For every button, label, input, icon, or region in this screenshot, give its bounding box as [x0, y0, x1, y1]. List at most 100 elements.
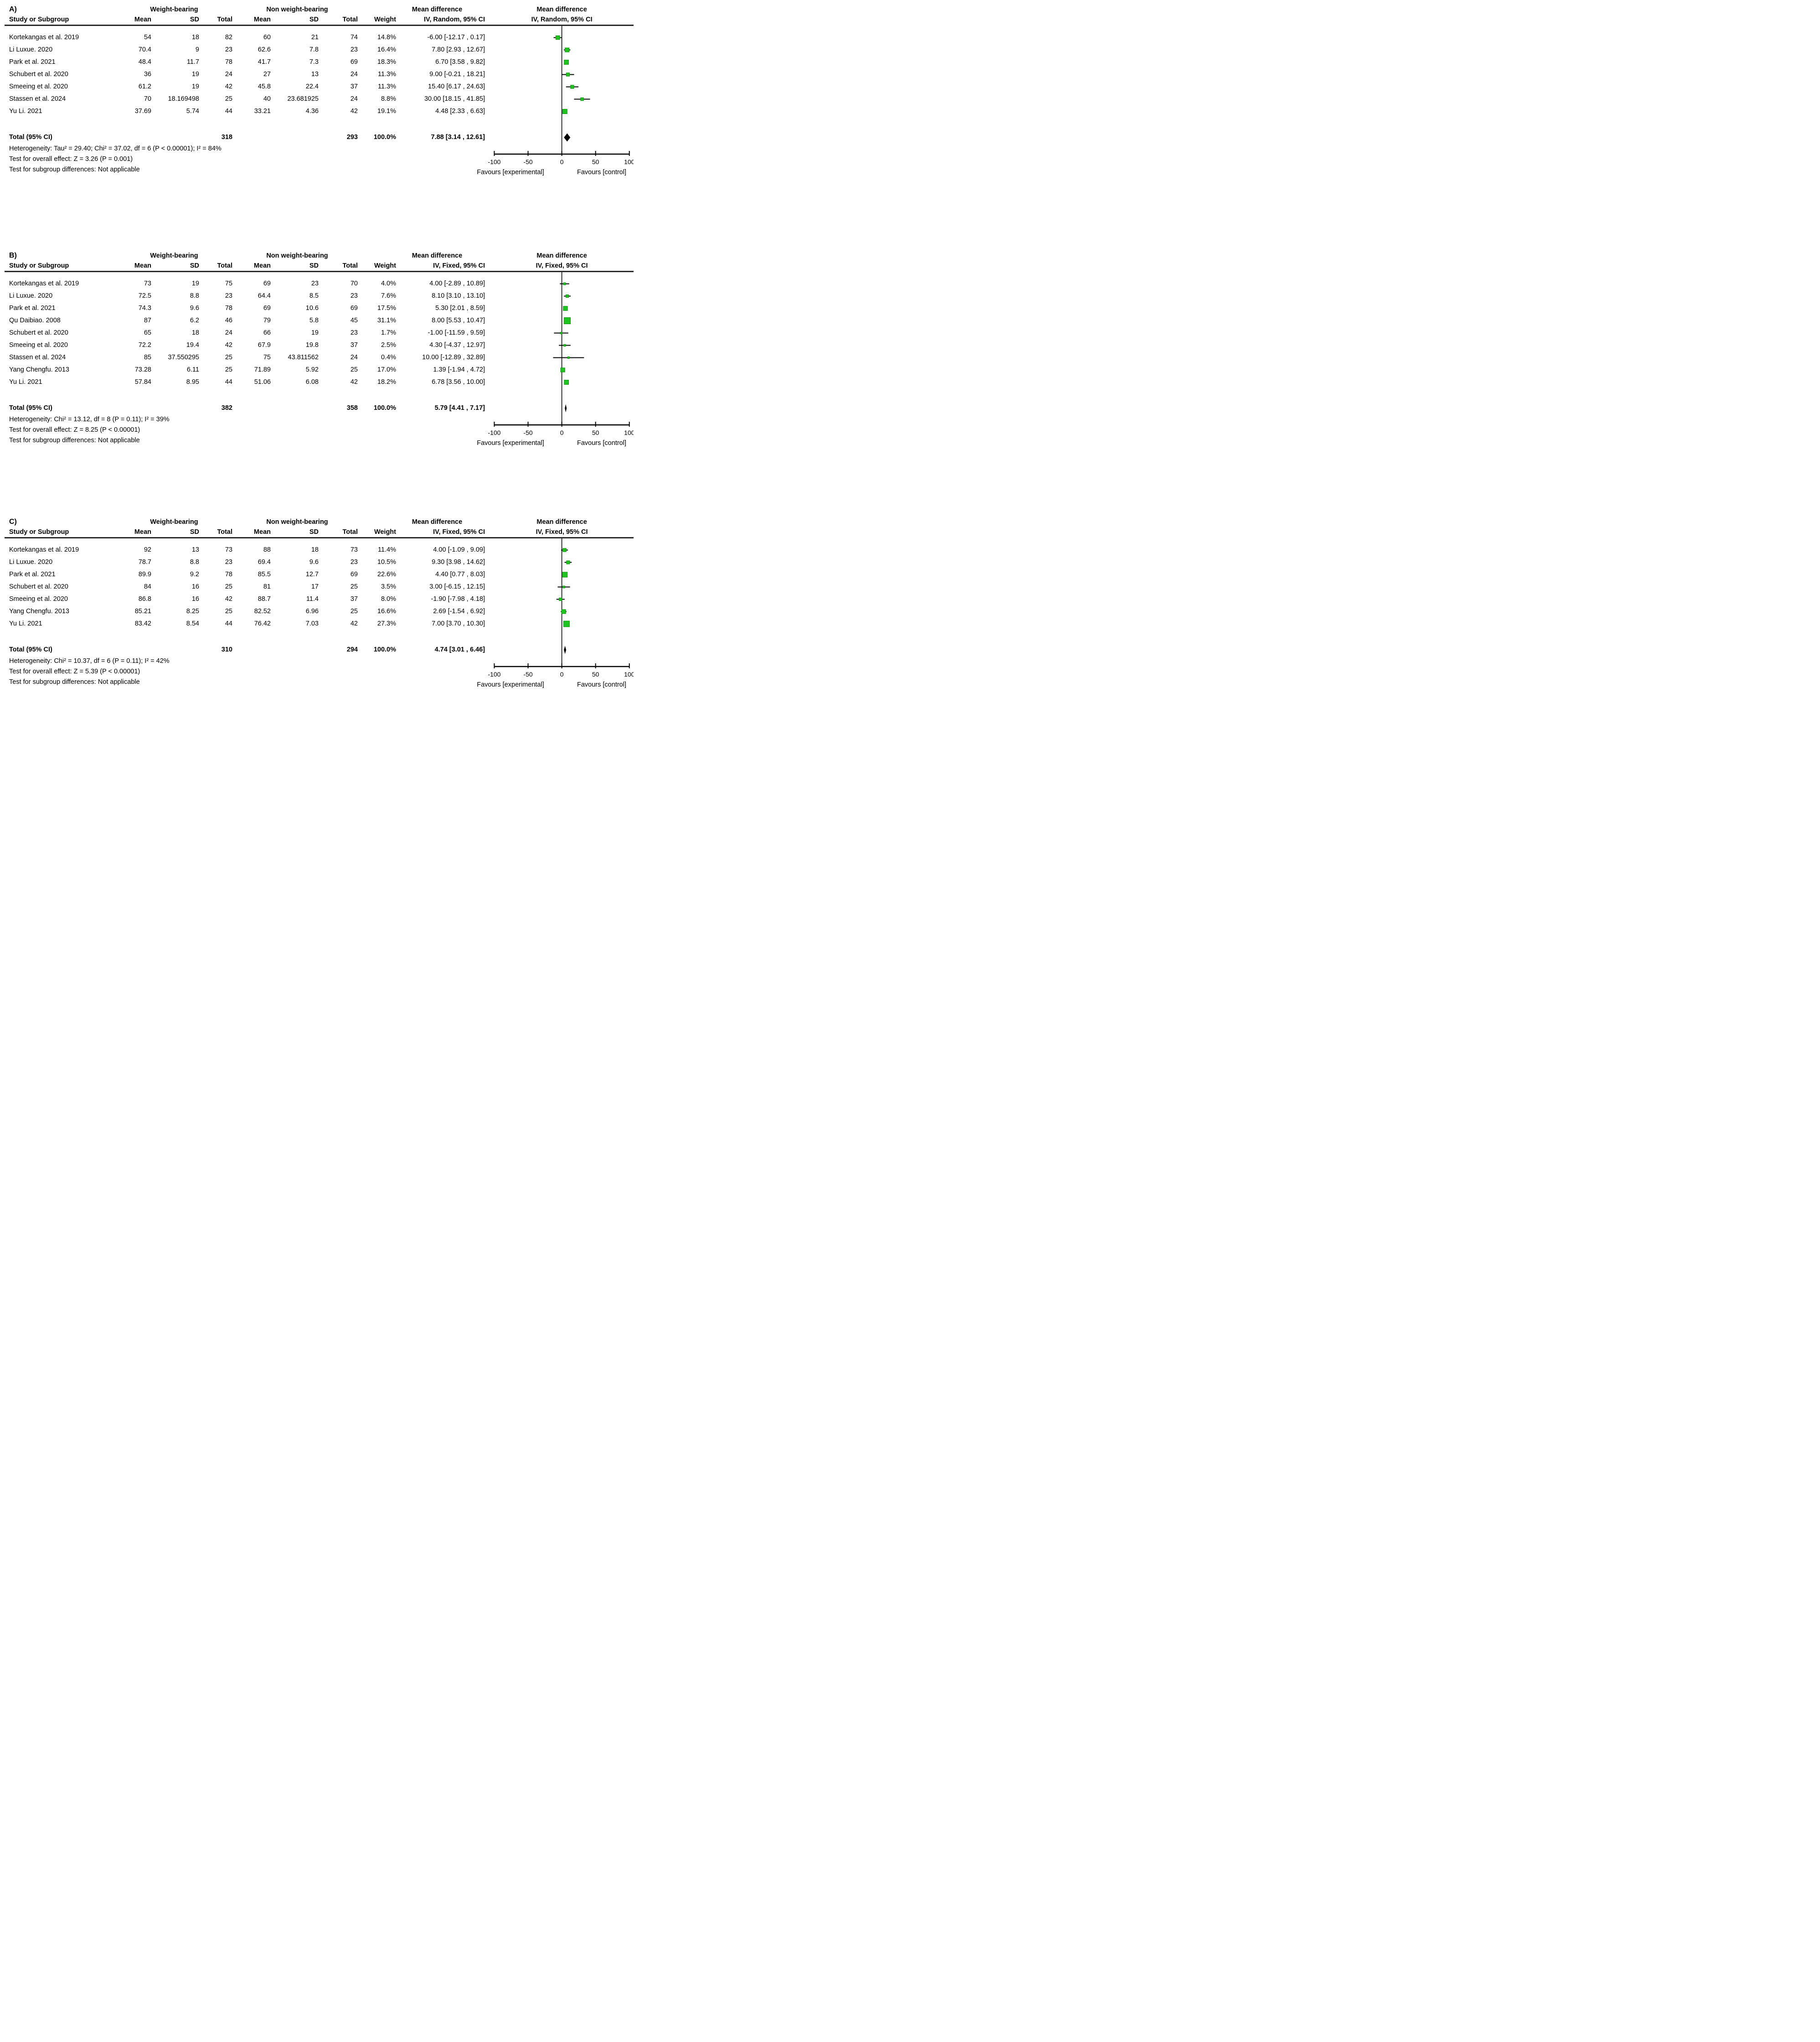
nwb-mean-value: 27 [263, 71, 271, 78]
weight-value: 10.5% [377, 558, 396, 566]
wb-sd-value: 8.8 [190, 558, 199, 566]
summary-diamond [565, 404, 567, 413]
md-ci-value: -6.00 [-12.17 , 0.17] [427, 34, 485, 41]
axis-tick-label: 50 [592, 429, 599, 436]
nwb-total-value: 23 [350, 46, 358, 53]
total-weight: 100.0% [373, 134, 396, 141]
weight-value: 18.2% [377, 378, 396, 386]
wb-total-value: 44 [225, 620, 232, 627]
col-header-nwb-total: Total [342, 16, 358, 23]
nwb-mean-value: 69.4 [258, 558, 271, 566]
nwb-total-value: 37 [350, 595, 358, 603]
wb-total-value: 78 [225, 305, 232, 312]
favours-left-label: Favours [experimental] [477, 169, 544, 176]
nwb-mean-value: 71.89 [254, 366, 271, 373]
weight-value: 8.0% [381, 595, 396, 603]
total-nwb-n: 358 [346, 404, 358, 412]
wb-mean-value: 48.4 [138, 58, 151, 66]
nwb-total-value: 24 [350, 354, 358, 361]
nwb-total-value: 69 [350, 305, 358, 312]
effect-square [560, 367, 565, 372]
group-header-weight-bearing: Weight-bearing [150, 518, 198, 526]
effect-square [563, 282, 566, 285]
wb-sd-value: 19 [191, 83, 199, 90]
total-nwb-n: 293 [346, 134, 358, 141]
wb-mean-value: 54 [144, 34, 151, 41]
nwb-sd-value: 6.08 [305, 378, 319, 386]
weight-value: 17.5% [377, 305, 396, 312]
nwb-total-value: 69 [350, 58, 358, 66]
weight-value: 1.7% [381, 329, 396, 336]
col-header-wb-mean: Mean [134, 16, 151, 23]
effect-square [563, 344, 566, 347]
axis-tick-label: 0 [560, 671, 564, 678]
nwb-mean-value: 85.5 [258, 571, 271, 578]
nwb-total-value: 45 [350, 317, 358, 324]
nwb-total-value: 25 [350, 366, 358, 373]
overall-effect-note: Test for overall effect: Z = 5.39 (P < 0… [9, 668, 140, 675]
md-ci-value: 30.00 [18.15 , 41.85] [424, 95, 485, 103]
col-header-wb-total: Total [217, 16, 232, 23]
effect-square [566, 560, 570, 564]
nwb-mean-value: 69 [263, 280, 271, 287]
total-label: Total (95% CI) [9, 646, 52, 653]
effect-square [567, 357, 570, 359]
total-md-ci: 4.74 [3.01 , 6.46] [434, 646, 485, 653]
study-name: Smeeing et al. 2020 [9, 595, 68, 603]
col-header-nwb-sd: SD [309, 528, 319, 536]
wb-sd-value: 8.95 [186, 378, 199, 386]
nwb-sd-value: 19 [311, 329, 319, 336]
nwb-mean-value: 69 [263, 305, 271, 312]
favours-right-label: Favours [control] [577, 439, 626, 447]
col-header-nwb-total: Total [342, 262, 358, 269]
wb-total-value: 23 [225, 558, 232, 566]
wb-total-value: 24 [225, 329, 232, 336]
group-header-weight-bearing: Weight-bearing [150, 6, 198, 13]
md-column-header: Mean difference [412, 6, 463, 13]
wb-sd-value: 9 [195, 46, 199, 53]
wb-mean-value: 61.2 [138, 83, 151, 90]
panel-label: A) [9, 5, 17, 13]
col-header-md-model: IV, Fixed, 95% CI [433, 528, 485, 536]
nwb-sd-value: 9.6 [309, 558, 319, 566]
study-name: Stassen et al. 2024 [9, 95, 66, 103]
md-ci-value: 6.78 [3.56 , 10.00] [432, 378, 485, 386]
wb-sd-value: 8.54 [186, 620, 199, 627]
weight-value: 22.6% [377, 571, 396, 578]
md-ci-value: 8.10 [3.10 , 13.10] [432, 292, 485, 300]
axis-tick-label: -100 [488, 429, 500, 436]
col-header-wb-total: Total [217, 262, 232, 269]
summary-diamond [564, 133, 571, 142]
axis-tick-label: 0 [560, 158, 564, 165]
weight-value: 0.4% [381, 354, 396, 361]
study-name: Kortekangas et al. 2019 [9, 34, 79, 41]
weight-value: 18.3% [377, 58, 396, 66]
nwb-total-value: 74 [350, 34, 358, 41]
col-header-weight: Weight [374, 528, 396, 536]
nwb-total-value: 23 [350, 558, 358, 566]
nwb-sd-value: 7.8 [309, 46, 319, 53]
nwb-sd-value: 6.96 [305, 608, 319, 615]
weight-value: 4.0% [381, 280, 396, 287]
wb-mean-value: 65 [144, 329, 151, 336]
wb-sd-value: 8.25 [186, 608, 199, 615]
col-header-md-model: IV, Random, 95% CI [423, 16, 485, 23]
nwb-total-value: 42 [350, 378, 358, 386]
effect-square [561, 609, 566, 614]
study-name: Schubert et al. 2020 [9, 71, 68, 78]
favours-right-label: Favours [control] [577, 681, 626, 688]
weight-value: 3.5% [381, 583, 396, 590]
nwb-sd-value: 10.6 [305, 305, 319, 312]
study-name: Kortekangas et al. 2019 [9, 546, 79, 553]
nwb-sd-value: 18 [311, 546, 319, 553]
study-name: Smeeing et al. 2020 [9, 341, 68, 349]
weight-value: 16.6% [377, 608, 396, 615]
nwb-mean-value: 88.7 [258, 595, 271, 603]
weight-value: 11.3% [377, 83, 396, 90]
nwb-total-value: 23 [350, 329, 358, 336]
effect-square [560, 331, 562, 335]
nwb-total-value: 37 [350, 341, 358, 349]
effect-square [562, 548, 567, 552]
wb-total-value: 46 [225, 317, 232, 324]
total-md-ci: 7.88 [3.14 , 12.61] [431, 134, 485, 141]
